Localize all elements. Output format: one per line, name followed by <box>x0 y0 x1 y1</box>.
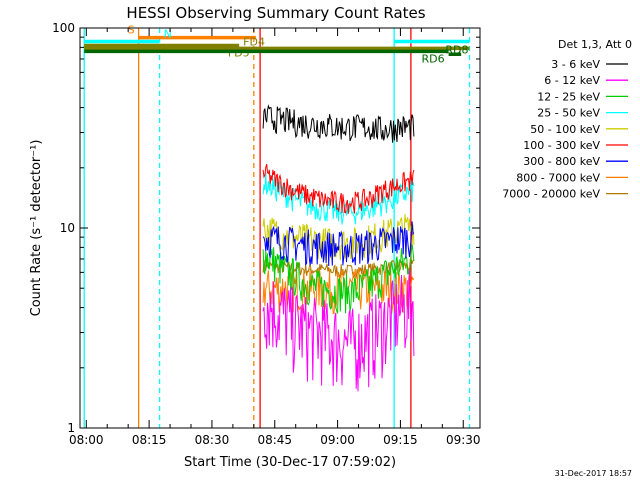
y-tick-label: 10 <box>60 221 75 235</box>
x-axis-label: Start Time (30-Dec-17 07:59:02) <box>184 455 396 470</box>
annotation-label: S <box>128 24 135 37</box>
series-line <box>262 164 415 214</box>
x-tick-label: 08:45 <box>257 433 292 447</box>
legend-header: Det 1,3, Att 0 <box>558 38 632 51</box>
legend-label: 7000 - 20000 keV <box>502 188 600 201</box>
annotation-label: RD6 <box>421 52 444 65</box>
legend-label: 100 - 300 keV <box>523 139 600 152</box>
plot-frame <box>79 27 481 429</box>
mode-annotations: SNFD4FD5RD6RD8 <box>84 24 470 65</box>
legend-label: 3 - 6 keV <box>551 58 600 71</box>
annotation-label: FD4 <box>243 35 265 48</box>
x-tick-label: 09:15 <box>383 433 418 447</box>
legend: Det 1,3, Att 0 3 - 6 keV 6 - 12 keV 12 - 25… <box>502 38 632 201</box>
series-line <box>262 269 415 392</box>
x-tick-label: 09:00 <box>320 433 355 447</box>
x-tick-label: 08:00 <box>69 433 104 447</box>
y-tick-label: 1 <box>67 421 75 435</box>
y-axis: 1 10 100 <box>52 21 480 435</box>
annotation-label: N <box>164 28 172 41</box>
annotation-label: RD8 <box>445 43 468 56</box>
footer-timestamp: 31-Dec-2017 18:57 <box>555 469 632 478</box>
legend-label: 800 - 7000 keV <box>516 171 600 184</box>
series-line <box>262 221 415 267</box>
legend-label: 300 - 800 keV <box>523 155 600 168</box>
legend-label: 6 - 12 keV <box>544 74 600 87</box>
chart-title: HESSI Observing Summary Count Rates <box>126 4 425 22</box>
x-tick-label: 09:30 <box>446 433 481 447</box>
series-line <box>262 244 415 314</box>
legend-label: 50 - 100 keV <box>530 123 600 136</box>
x-tick-label: 08:15 <box>132 433 167 447</box>
legend-label: 25 - 50 keV <box>537 107 600 120</box>
y-tick-label: 100 <box>52 21 75 35</box>
series-group <box>262 104 415 392</box>
x-axis: 08:00 08:15 08:30 08:45 09:00 09:15 09:30 <box>69 28 481 447</box>
y-axis-label: Count Rate (s⁻¹ detector⁻¹) <box>29 140 44 317</box>
x-tick-label: 08:30 <box>195 433 230 447</box>
legend-label: 12 - 25 keV <box>537 90 600 103</box>
series-line <box>262 104 415 143</box>
series-line <box>262 172 415 225</box>
